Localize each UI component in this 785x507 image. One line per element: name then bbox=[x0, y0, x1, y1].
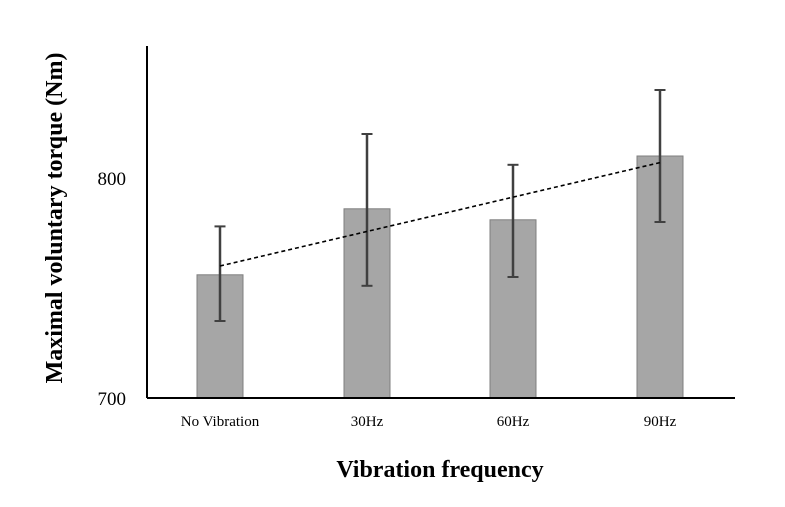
plot-area: 700 800 No Vibration 30Hz 60Hz 90Hz bbox=[98, 46, 735, 430]
x-tick-label: 90Hz bbox=[644, 414, 677, 430]
x-axis-title: Vibration frequency bbox=[336, 457, 543, 483]
y-tick-label: 800 bbox=[98, 169, 127, 190]
trendline bbox=[219, 161, 661, 267]
x-tick-label: No Vibration bbox=[181, 414, 260, 430]
x-tick-label: 30Hz bbox=[351, 414, 384, 430]
x-tick-label: 60Hz bbox=[497, 414, 530, 430]
y-tick-label: 700 bbox=[98, 389, 127, 410]
y-axis-title: Maximal voluntary torque (Nm) bbox=[42, 53, 68, 384]
